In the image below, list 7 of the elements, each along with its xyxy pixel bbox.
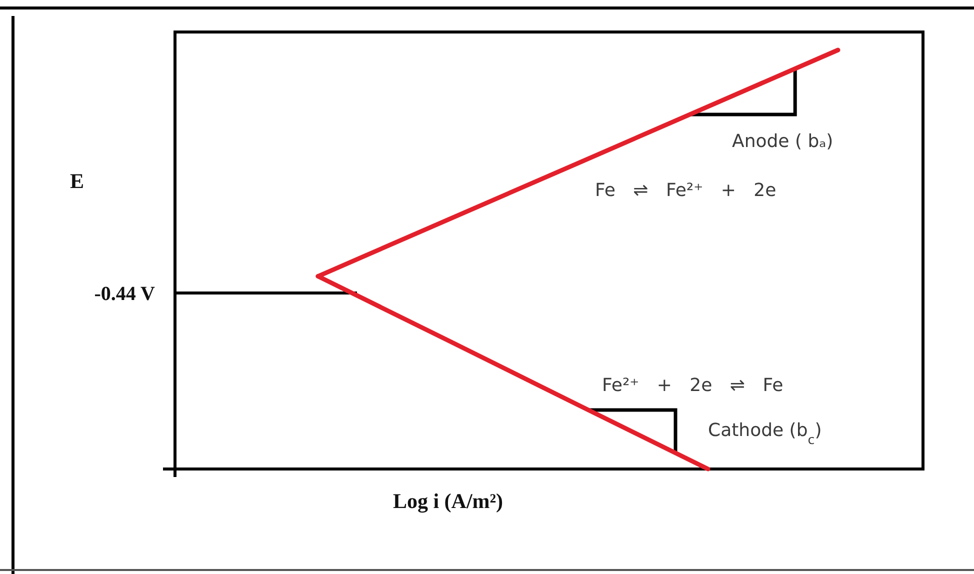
y-axis-title: E [70, 169, 84, 193]
annotation: Fe ⇌ Fe²⁺ + 2e [595, 180, 776, 201]
annotation: Anode ( bₐ) [732, 131, 834, 152]
x-axis-title: Log i (A/m²) [392, 489, 504, 513]
annotation: Cathode (b$_{c}$) [708, 420, 822, 446]
annotation: Fe²⁺ + 2e ⇌ Fe [602, 375, 784, 396]
ref-line-label: -0.44 V [94, 283, 156, 306]
